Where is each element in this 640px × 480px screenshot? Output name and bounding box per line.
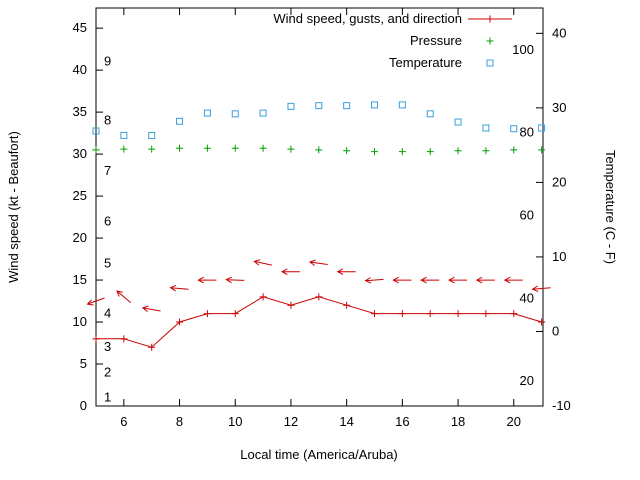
left-y-tick-label: 0 (80, 398, 87, 413)
left-axis-ticks (96, 27, 103, 407)
fahrenheit-scale-label: 100 (512, 42, 534, 57)
left-y-tick-label: 45 (73, 20, 87, 35)
x-tick-label: 10 (228, 414, 242, 429)
left-y-tick-label: 30 (73, 146, 87, 161)
right-y-tick-label: 10 (552, 249, 566, 264)
left-y-tick-label: 15 (73, 272, 87, 287)
beaufort-scale-label: 7 (104, 163, 111, 178)
fahrenheit-scale-label: 40 (520, 290, 534, 305)
x-tick-label: 12 (284, 414, 298, 429)
legend-label: Temperature (389, 55, 462, 70)
x-tick-label: 6 (120, 414, 127, 429)
right-y-tick-label: 20 (552, 174, 566, 189)
beaufort-scale-label: 9 (104, 54, 111, 69)
pressure-series (92, 144, 546, 156)
legend-label: Wind speed, gusts, and direction (273, 11, 462, 26)
fahrenheit-scale-label: 60 (520, 208, 534, 223)
x-axis-label: Local time (America/Aruba) (240, 447, 398, 462)
left-y-tick-label: 35 (73, 104, 87, 119)
legend-label: Pressure (410, 33, 462, 48)
x-tick-label: 16 (395, 414, 409, 429)
x-axis-ticks (123, 8, 515, 406)
right-y-tick-label: 30 (552, 100, 566, 115)
beaufort-scale-label: 6 (104, 213, 111, 228)
right-y-tick-label: -10 (552, 398, 571, 413)
beaufort-scale-label: 8 (104, 113, 111, 128)
right-y-tick-label: 40 (552, 25, 566, 40)
right-y-tick-label: 0 (552, 323, 559, 338)
left-y-axis-label: Wind speed (kt - Beaufort) (6, 131, 21, 283)
beaufort-scale-label: 3 (104, 339, 111, 354)
left-y-tick-label: 5 (80, 356, 87, 371)
beaufort-scale-label: 4 (104, 306, 111, 321)
left-y-tick-label: 10 (73, 314, 87, 329)
x-tick-label: 8 (176, 414, 183, 429)
x-tick-label: 20 (507, 414, 521, 429)
plot-border (95, 7, 544, 407)
fahrenheit-scale-label: 20 (520, 373, 534, 388)
left-y-tick-label: 40 (73, 62, 87, 77)
beaufort-scale-label: 2 (104, 364, 111, 379)
x-tick-label: 14 (339, 414, 353, 429)
left-y-tick-label: 25 (73, 188, 87, 203)
plot-area: 6 8 10 12 14 16 18 20051015202530354045-1001020… (73, 7, 571, 429)
left-y-tick-label: 20 (73, 230, 87, 245)
beaufort-scale-label: 1 (104, 390, 111, 405)
wind-gusts-and-direction-series (86, 259, 551, 312)
fahrenheit-scale-label: 80 (520, 125, 534, 140)
beaufort-scale-label: 5 (104, 255, 111, 270)
right-y-axis-label: Temperature (C - F) (603, 150, 618, 264)
x-tick-label: 18 (451, 414, 465, 429)
temperature-series (92, 101, 546, 139)
right-axis-ticks (536, 32, 543, 407)
legend: Wind speed, gusts, and direction Pressure… (273, 11, 512, 70)
wind-speed-series (92, 293, 546, 351)
